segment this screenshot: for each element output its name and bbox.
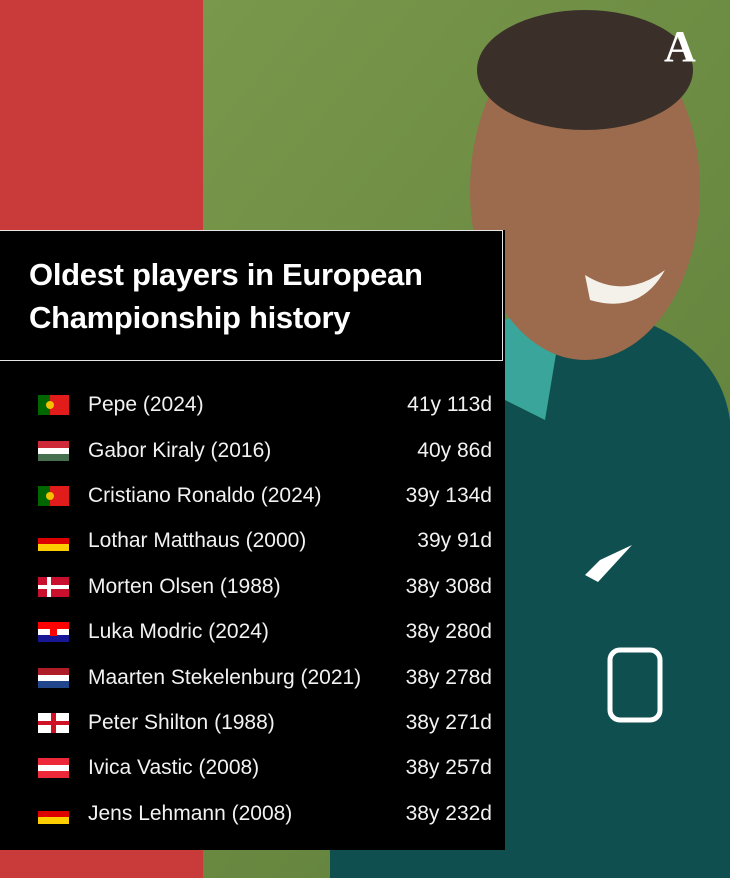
flag-hungary xyxy=(38,441,69,461)
panel xyxy=(0,230,505,850)
flag-portugal xyxy=(38,486,69,506)
flag-germany xyxy=(38,531,69,551)
player-name: Gabor Kiraly (2016) xyxy=(88,439,272,462)
player-name: Jens Lehmann (2008) xyxy=(88,802,293,825)
player-age: 38y 308d xyxy=(405,575,492,598)
title-box xyxy=(0,230,503,361)
player-age: 38y 271d xyxy=(405,711,492,734)
title: Oldest players in European Championship … xyxy=(29,257,423,335)
player-age: 40y 86d xyxy=(417,439,492,462)
player-age: 38y 280d xyxy=(405,620,492,643)
player-age: 38y 278d xyxy=(405,666,492,689)
player-age: 39y 134d xyxy=(405,484,492,507)
flag-england xyxy=(38,713,69,733)
player-age: 38y 257d xyxy=(405,756,492,779)
player-name: Cristiano Ronaldo (2024) xyxy=(88,484,322,507)
flag-denmark xyxy=(38,577,69,597)
player-name: Ivica Vastic (2008) xyxy=(88,756,260,779)
flag-austria xyxy=(38,758,69,778)
flag-germany xyxy=(38,804,69,824)
player-name: Luka Modric (2024) xyxy=(88,620,269,643)
flag-portugal xyxy=(38,395,69,415)
player-age: 41y 113d xyxy=(407,393,492,416)
player-name: Morten Olsen (1988) xyxy=(88,575,281,598)
player-name: Peter Shilton (1988) xyxy=(88,711,275,734)
logo: A xyxy=(664,22,696,71)
player-name: Lothar Matthaus (2000) xyxy=(88,529,307,552)
player-age: 38y 232d xyxy=(405,802,492,825)
player-name: Pepe (2024) xyxy=(88,393,204,416)
player-age: 39y 91d xyxy=(417,529,492,552)
player-name: Maarten Stekelenburg (2021) xyxy=(88,666,362,689)
flag-netherlands xyxy=(38,668,69,688)
flag-croatia xyxy=(38,622,69,642)
